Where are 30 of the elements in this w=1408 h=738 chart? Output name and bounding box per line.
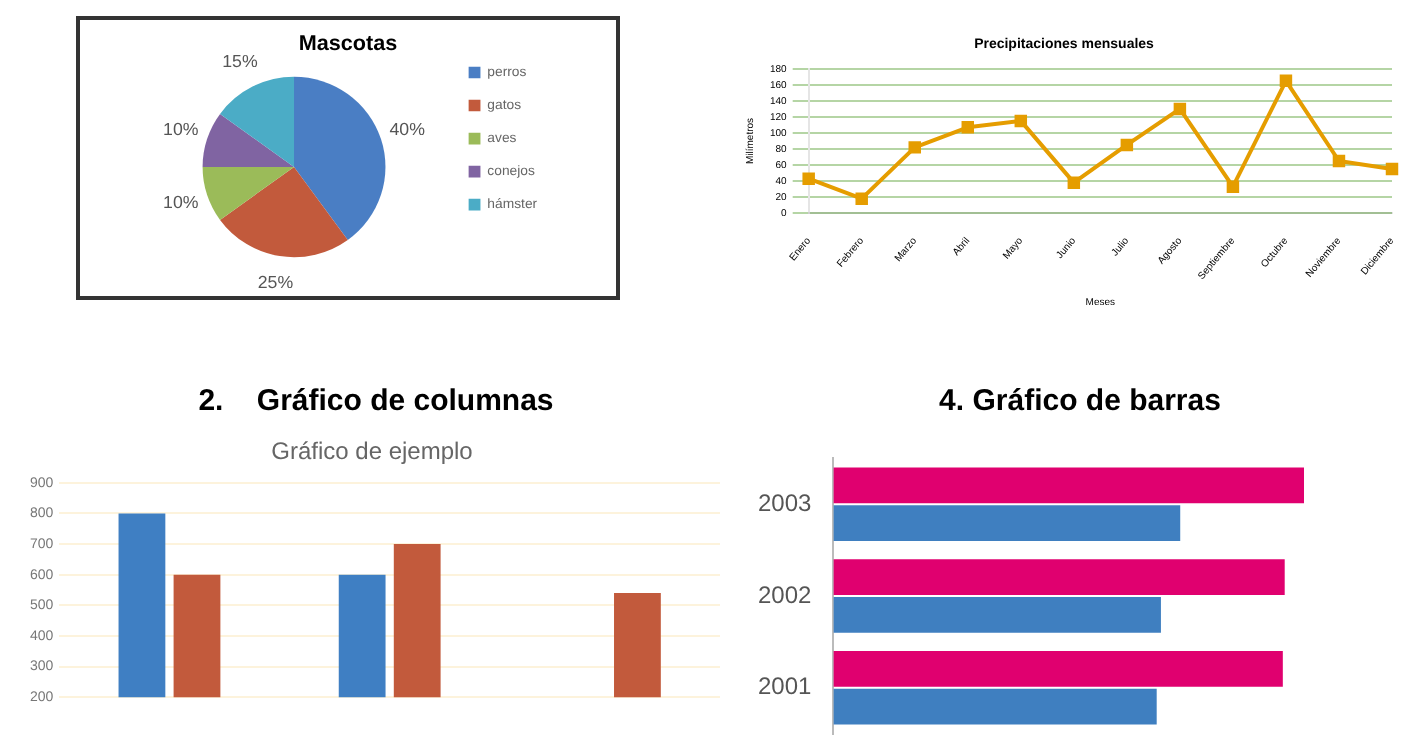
y-tick-label: 2001 <box>757 672 813 701</box>
point <box>802 172 815 185</box>
chart-title: Mascotas <box>298 32 398 57</box>
point <box>1067 176 1081 189</box>
data-label: 15% <box>222 51 259 72</box>
y-tick-label: 2002 <box>757 580 813 609</box>
point <box>855 192 868 205</box>
y-tick-label: 2003 <box>757 488 813 517</box>
chart-subtitle: Gráfico de ejemplo <box>271 437 474 466</box>
bar <box>833 688 1157 725</box>
point <box>1173 102 1187 116</box>
point <box>1120 138 1134 152</box>
data-label: 25% <box>257 271 294 292</box>
bar <box>833 596 1161 633</box>
data-label: 10% <box>163 119 199 140</box>
point <box>1385 162 1399 176</box>
point <box>1279 74 1293 88</box>
data-label: 10% <box>163 192 199 213</box>
bar <box>833 505 1181 541</box>
point <box>1332 154 1346 168</box>
bar <box>833 467 1304 504</box>
point <box>1226 180 1240 193</box>
chart-title: 4. Gráfico de barras <box>937 382 1223 422</box>
data-label: 40% <box>389 119 426 140</box>
point <box>908 141 921 154</box>
point <box>1014 114 1028 128</box>
point <box>961 121 975 134</box>
chart-title: 2. Gráfico de columnas <box>196 382 556 422</box>
bar <box>833 651 1283 687</box>
bar <box>833 559 1285 596</box>
